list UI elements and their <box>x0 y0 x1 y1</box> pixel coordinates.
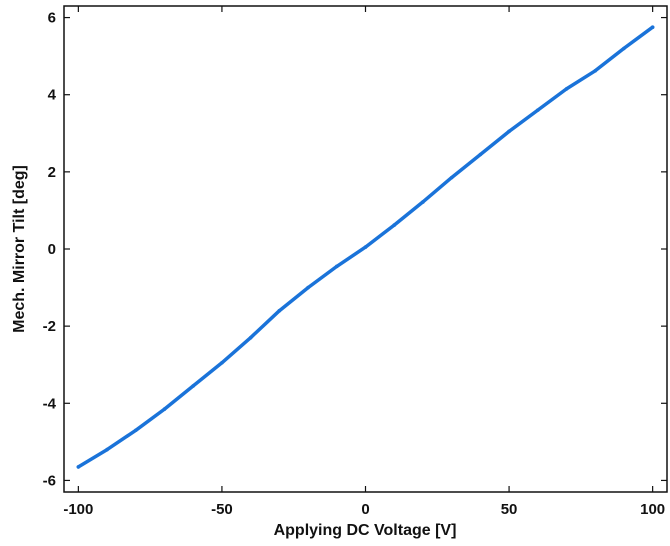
x-tick-label: 50 <box>501 501 518 518</box>
data-point <box>334 264 339 269</box>
data-point <box>507 129 511 134</box>
data-point <box>248 335 253 340</box>
x-axis-ticks: -100 -50 0 50 100 <box>63 6 665 518</box>
data-point <box>535 108 540 112</box>
x-tick-label: 0 <box>361 501 369 518</box>
y-tick-label: 4 <box>48 87 57 104</box>
x-tick-label: 100 <box>640 501 665 518</box>
y-tick-label: 2 <box>48 164 56 181</box>
data-point <box>306 285 310 290</box>
data-point <box>220 360 224 365</box>
data-point <box>421 200 425 204</box>
data-point <box>162 407 167 411</box>
data-point <box>593 69 598 73</box>
data-point <box>191 384 196 388</box>
data-point <box>392 223 397 227</box>
y-tick-label: 6 <box>48 10 56 27</box>
x-axis-title: Applying DC Voltage [V] <box>274 522 457 539</box>
data-point <box>363 245 368 249</box>
data-point <box>76 465 81 469</box>
x-tick-label: -100 <box>63 501 93 518</box>
y-axis-title: Mech. Mirror Tilt [deg] <box>11 165 28 333</box>
data-point <box>564 87 569 91</box>
y-tick-label: -4 <box>43 395 57 412</box>
series-layer <box>76 25 655 469</box>
data-point <box>478 152 483 157</box>
x-tick-label: -50 <box>211 501 233 518</box>
data-point <box>277 308 282 313</box>
data-point <box>449 175 454 180</box>
y-tick-label: 0 <box>48 241 56 258</box>
data-point <box>622 46 626 51</box>
y-tick-label: -6 <box>43 472 56 489</box>
y-tick-label: -2 <box>43 318 56 335</box>
data-point <box>133 428 138 433</box>
data-point <box>105 447 109 452</box>
data-point <box>650 25 655 30</box>
y-axis-ticks: -6 -4 -2 0 2 4 6 <box>43 10 667 489</box>
